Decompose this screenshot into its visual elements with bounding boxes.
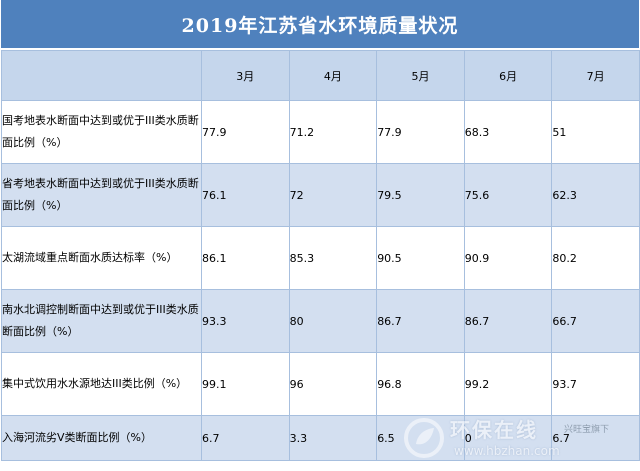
table-cell: 96: [288, 352, 378, 416]
header-cell-empty: [1, 50, 202, 101]
header-row: 3月 4月 5月 6月 7月: [1, 50, 640, 101]
row-label: 入海河流劣V类断面比例（%）: [1, 415, 202, 461]
table-row: 集中式饮用水水源地达III类比例（%） 99.1 96 96.8 99.2 93…: [1, 352, 640, 416]
table-cell: 66.7: [551, 289, 640, 353]
row-label: 南水北调控制断面中达到或优于III类水质断面比例（%）: [1, 289, 202, 353]
table-cell: 80: [288, 289, 378, 353]
table-cell: 86.7: [463, 289, 553, 353]
table-cell: 72: [288, 163, 378, 227]
header-cell-month: 6月: [463, 50, 553, 101]
table-cell: 90.9: [463, 226, 553, 290]
header-cell-month: 7月: [551, 50, 640, 101]
row-label: 省考地表水断面中达到或优于III类水质断面比例（%）: [1, 163, 202, 227]
table-cell: 77.9: [201, 100, 290, 164]
row-label: 集中式饮用水水源地达III类比例（%）: [1, 352, 202, 416]
table-row: 太湖流域重点断面水质达标率（%） 86.1 85.3 90.5 90.9 80.…: [1, 226, 640, 290]
table-row: 国考地表水断面中达到或优于III类水质断面比例（%） 77.9 71.2 77.…: [1, 100, 640, 164]
table-cell: 79.5: [376, 163, 465, 227]
table-cell: 71.2: [288, 100, 378, 164]
table-cell: 6.7: [201, 415, 290, 461]
table-cell: 86.1: [201, 226, 290, 290]
table-cell: 93.3: [201, 289, 290, 353]
table-cell: 76.1: [201, 163, 290, 227]
table-cell: 77.9: [376, 100, 465, 164]
header-cell-month: 4月: [288, 50, 378, 101]
table-row: 入海河流劣V类断面比例（%） 6.7 3.3 6.5 0 6.7: [1, 415, 640, 461]
table-row: 省考地表水断面中达到或优于III类水质断面比例（%） 76.1 72 79.5 …: [1, 163, 640, 227]
table-cell: 0: [463, 415, 553, 461]
table-cell: 80.2: [551, 226, 640, 290]
table-cell: 3.3: [288, 415, 378, 461]
table-cell: 6.7: [551, 415, 640, 461]
table-cell: 93.7: [551, 352, 640, 416]
table-cell: 62.3: [551, 163, 640, 227]
table-cell: 90.5: [376, 226, 465, 290]
table-cell: 75.6: [463, 163, 553, 227]
table-cell: 6.5: [376, 415, 465, 461]
water-quality-table: 3月 4月 5月 6月 7月 国考地表水断面中达到或优于III类水质断面比例（%…: [1, 50, 640, 461]
table-cell: 86.7: [376, 289, 465, 353]
table-title: 2019年江苏省水环境质量状况: [1, 0, 639, 50]
table-cell: 51: [551, 100, 640, 164]
table-cell: 99.2: [463, 352, 553, 416]
table-cell: 68.3: [463, 100, 553, 164]
table-cell: 99.1: [201, 352, 290, 416]
table-cell: 85.3: [288, 226, 378, 290]
header-cell-month: 3月: [201, 50, 290, 101]
table-row: 南水北调控制断面中达到或优于III类水质断面比例（%） 93.3 80 86.7…: [1, 289, 640, 353]
row-label: 太湖流域重点断面水质达标率（%）: [1, 226, 202, 290]
row-label: 国考地表水断面中达到或优于III类水质断面比例（%）: [1, 100, 202, 164]
header-cell-month: 5月: [376, 50, 465, 101]
table-cell: 96.8: [376, 352, 465, 416]
